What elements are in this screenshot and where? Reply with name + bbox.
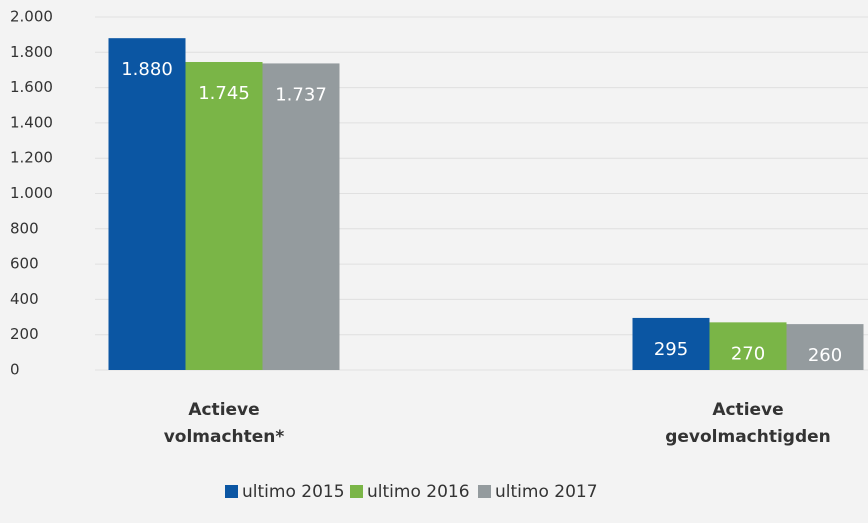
y-tick-label: 1.800 (10, 43, 53, 61)
legend-label: ultimo 2015 (242, 482, 345, 502)
legend-label: ultimo 2017 (495, 482, 598, 502)
y-tick-label: 2.000 (10, 8, 53, 26)
value-label: 295 (654, 339, 688, 360)
legend-swatch (478, 485, 491, 498)
y-tick-label: 600 (10, 255, 39, 273)
y-tick-label: 200 (10, 325, 39, 343)
y-tick-label: 0 (10, 361, 20, 379)
legend-label: ultimo 2016 (367, 482, 470, 502)
bar (108, 38, 186, 371)
value-label: 1.880 (121, 59, 173, 80)
bar (262, 63, 340, 371)
legend-swatch (350, 485, 363, 498)
bar (632, 317, 710, 370)
bar (786, 324, 864, 370)
value-label: 1.737 (275, 84, 327, 105)
y-tick-label: 1.000 (10, 184, 53, 202)
value-label: 1.745 (198, 83, 250, 104)
bar (709, 322, 787, 370)
y-tick-label: 1.600 (10, 78, 53, 96)
x-tick-label: Actieve gevolmachtigden (665, 400, 831, 447)
y-tick-label: 800 (10, 219, 39, 237)
value-label: 270 (731, 343, 765, 364)
y-tick-label: 1.400 (10, 113, 53, 131)
y-tick-label: 1.200 (10, 149, 53, 167)
legend-swatch (225, 485, 238, 498)
bar (185, 62, 263, 370)
x-tick-label: Actieve volmachten* (163, 400, 285, 447)
value-label: 260 (808, 345, 842, 366)
y-tick-label: 400 (10, 290, 39, 308)
